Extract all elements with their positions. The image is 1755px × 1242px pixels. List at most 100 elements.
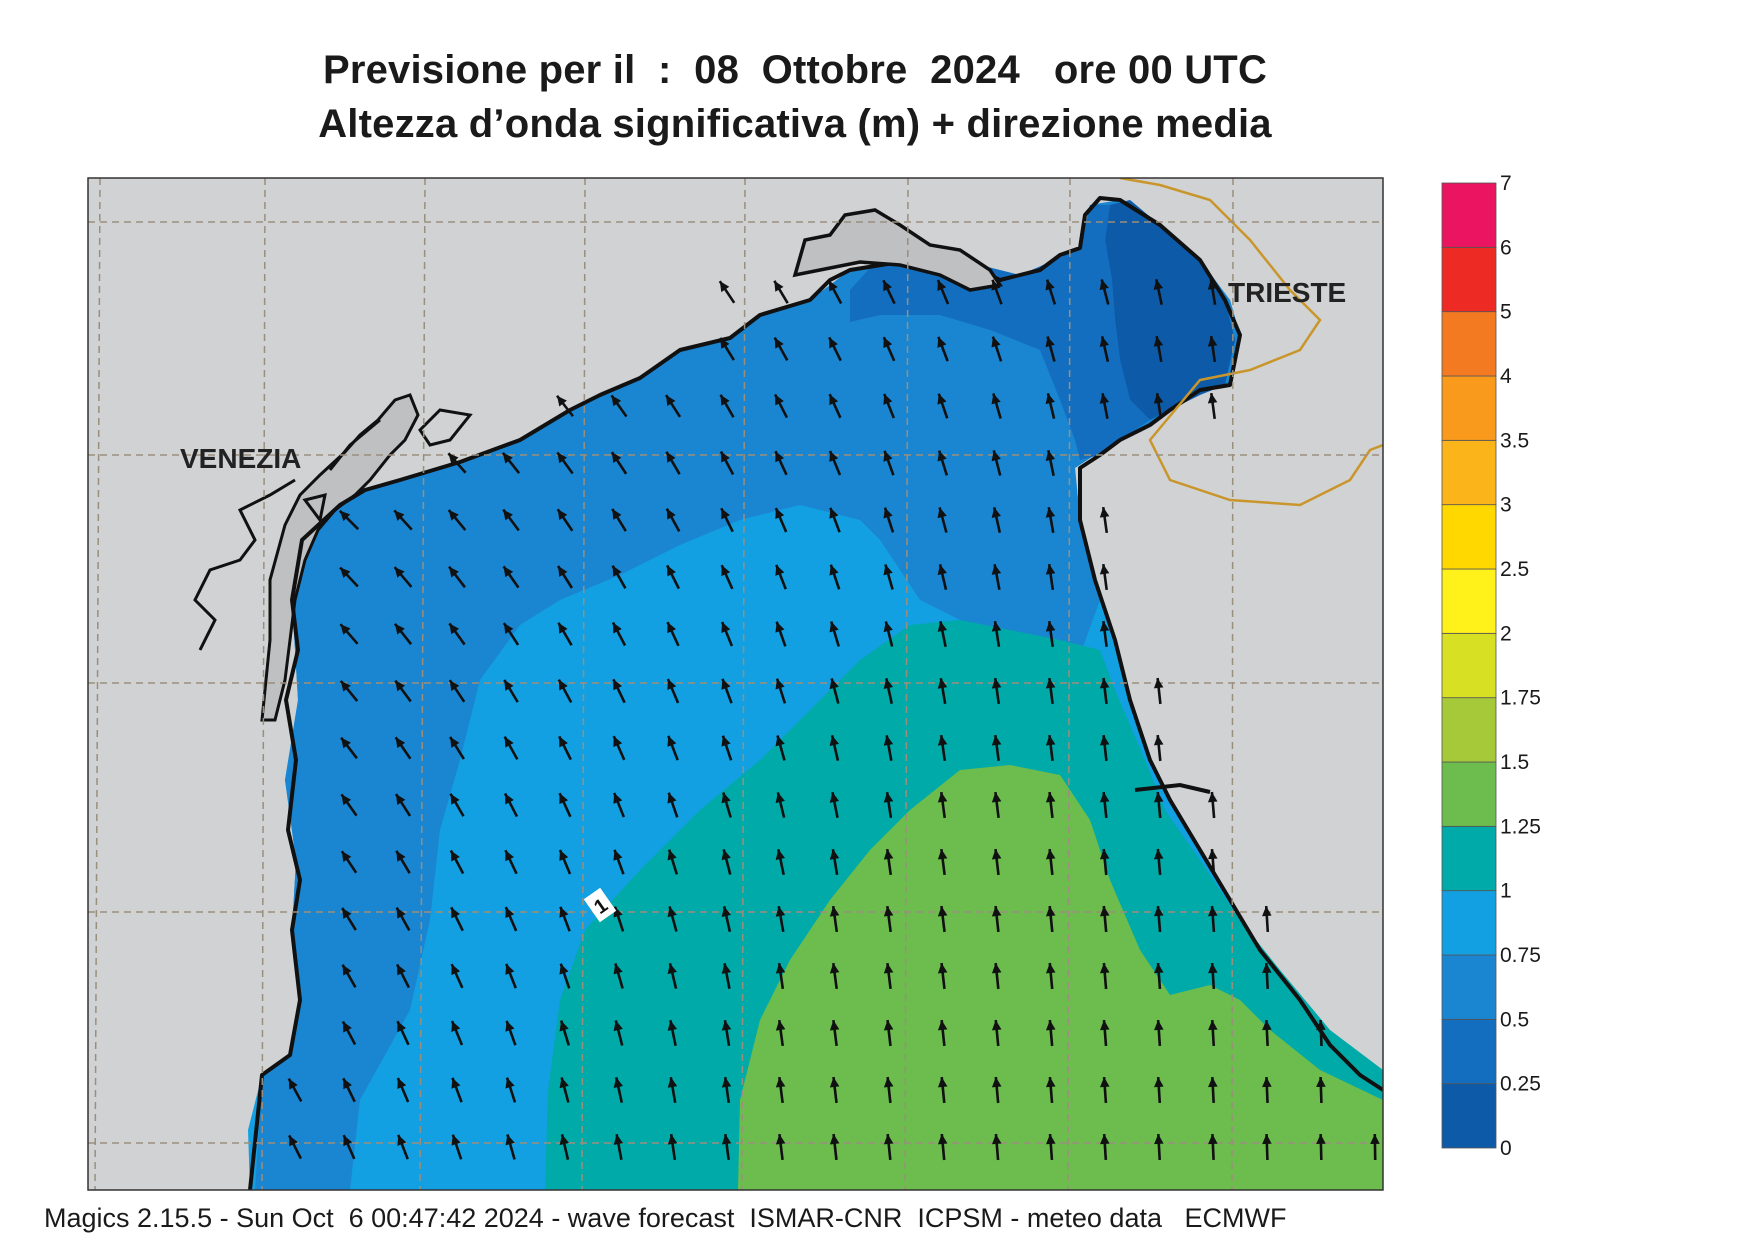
wave-arrow bbox=[937, 450, 949, 476]
title-line-2: Altezza d’onda significativa (m) + direz… bbox=[318, 102, 1272, 146]
wave-arrow bbox=[1153, 734, 1164, 762]
wave-arrow bbox=[504, 849, 518, 875]
wave-arrow bbox=[1045, 1019, 1056, 1047]
wave-arrow bbox=[447, 452, 467, 474]
legend-swatch bbox=[1441, 568, 1497, 634]
wave-arrow bbox=[773, 280, 789, 304]
wave-arrow bbox=[1153, 791, 1164, 819]
wave-arrow bbox=[991, 734, 1002, 762]
lagoon-islands bbox=[193, 408, 473, 651]
wave-arrow bbox=[504, 906, 518, 932]
wave-arrow bbox=[395, 850, 411, 874]
wave-arrow bbox=[1046, 1133, 1056, 1161]
legend-label: 1 bbox=[1500, 880, 1512, 903]
contour-label: 1 bbox=[583, 887, 617, 923]
wave-arrow bbox=[450, 906, 464, 932]
legend-label-top: 7 bbox=[1500, 172, 1512, 195]
legend-swatch bbox=[1441, 697, 1497, 763]
wave-arrow bbox=[829, 848, 840, 876]
wave-arrow bbox=[937, 734, 948, 762]
wave-arrow bbox=[773, 393, 789, 419]
wave-arrow bbox=[559, 963, 571, 989]
wave-arrow bbox=[991, 1076, 1002, 1104]
wave-arrow bbox=[883, 905, 894, 933]
legend-label: 0.5 bbox=[1500, 1008, 1529, 1031]
wave-arrow bbox=[1208, 1019, 1218, 1047]
legend-swatch bbox=[1441, 890, 1497, 956]
wave-arrow bbox=[1045, 962, 1056, 990]
wave-arrow bbox=[557, 622, 573, 646]
wave-arrow bbox=[829, 678, 840, 704]
wave-arrow bbox=[288, 1134, 302, 1160]
wave-arrow bbox=[829, 905, 840, 933]
wave-arrow bbox=[613, 963, 624, 989]
wave-arrow bbox=[991, 507, 1002, 533]
wave-arrow bbox=[882, 279, 896, 305]
wave-arrow bbox=[340, 793, 358, 817]
border-line bbox=[1119, 178, 1383, 507]
wave-arrow bbox=[1045, 1076, 1056, 1104]
legend-swatch bbox=[1441, 375, 1497, 441]
wave-arrow bbox=[667, 1133, 678, 1161]
wave-arrow bbox=[503, 736, 519, 760]
sea-band-0-025 bbox=[1105, 200, 1235, 420]
legend-label: 0.75 bbox=[1500, 944, 1541, 967]
wave-arrow bbox=[721, 735, 733, 761]
wave-arrow bbox=[1100, 1133, 1110, 1161]
wave-arrow bbox=[937, 336, 949, 362]
wave-arrow bbox=[1262, 962, 1272, 990]
wave-arrow bbox=[883, 678, 894, 704]
wave-arrow bbox=[610, 394, 628, 418]
wave-arrow bbox=[937, 1076, 948, 1104]
place-label-trieste: TRIESTE bbox=[1228, 277, 1346, 308]
wave-arrow bbox=[936, 279, 950, 305]
legend-swatch bbox=[1441, 761, 1497, 827]
wave-arrow bbox=[1045, 336, 1056, 362]
wave-arrow bbox=[991, 620, 1002, 648]
wave-arrow bbox=[1370, 1133, 1380, 1161]
wave-arrow bbox=[775, 621, 787, 647]
wave-arrow bbox=[450, 963, 464, 989]
wave-arrow bbox=[719, 394, 735, 418]
wave-arrow bbox=[829, 1133, 840, 1161]
wave-arrow bbox=[991, 450, 1002, 476]
wave-arrow bbox=[721, 1076, 732, 1104]
wave-arrow bbox=[883, 564, 894, 590]
wave-arrow bbox=[556, 565, 574, 589]
wave-arrow bbox=[1153, 848, 1164, 876]
wave-arrow bbox=[1045, 905, 1056, 933]
wave-arrow bbox=[1099, 392, 1110, 420]
wave-arrow bbox=[667, 735, 679, 761]
wave-arrow bbox=[829, 621, 840, 647]
wave-arrow bbox=[341, 1020, 357, 1046]
wave-arrow bbox=[559, 1077, 570, 1103]
wave-arrow bbox=[721, 678, 733, 704]
wave-arrow bbox=[991, 563, 1002, 591]
wave-arrow bbox=[1154, 1019, 1164, 1047]
wave-arrow bbox=[774, 507, 788, 533]
wave-arrow bbox=[937, 507, 948, 533]
wave-arrow bbox=[667, 906, 678, 932]
wave-arrow bbox=[505, 963, 517, 989]
wave-arrow bbox=[449, 793, 465, 817]
wave-arrow bbox=[667, 1076, 678, 1104]
wave-arrow bbox=[1045, 734, 1056, 762]
wave-arrow bbox=[1207, 791, 1218, 819]
wave-arrow bbox=[450, 1020, 464, 1046]
wave-arrow bbox=[828, 336, 842, 362]
wave-arrow bbox=[393, 566, 413, 588]
wave-arrow bbox=[559, 906, 571, 932]
wave-arrow bbox=[883, 621, 894, 647]
wave-arrow bbox=[883, 507, 895, 533]
wave-arrow bbox=[556, 451, 574, 475]
wave-arrow bbox=[396, 1077, 410, 1103]
wave-arrow bbox=[287, 1077, 303, 1103]
wave-arrow bbox=[613, 849, 625, 875]
wave-arrow bbox=[613, 1133, 624, 1161]
wave-arrow bbox=[451, 1134, 463, 1160]
wave-arrow bbox=[828, 393, 842, 419]
wave-arrow bbox=[829, 791, 840, 819]
wave-arrow bbox=[393, 509, 413, 531]
wave-arrow bbox=[1207, 848, 1218, 876]
wave-arrow bbox=[1100, 1076, 1110, 1104]
